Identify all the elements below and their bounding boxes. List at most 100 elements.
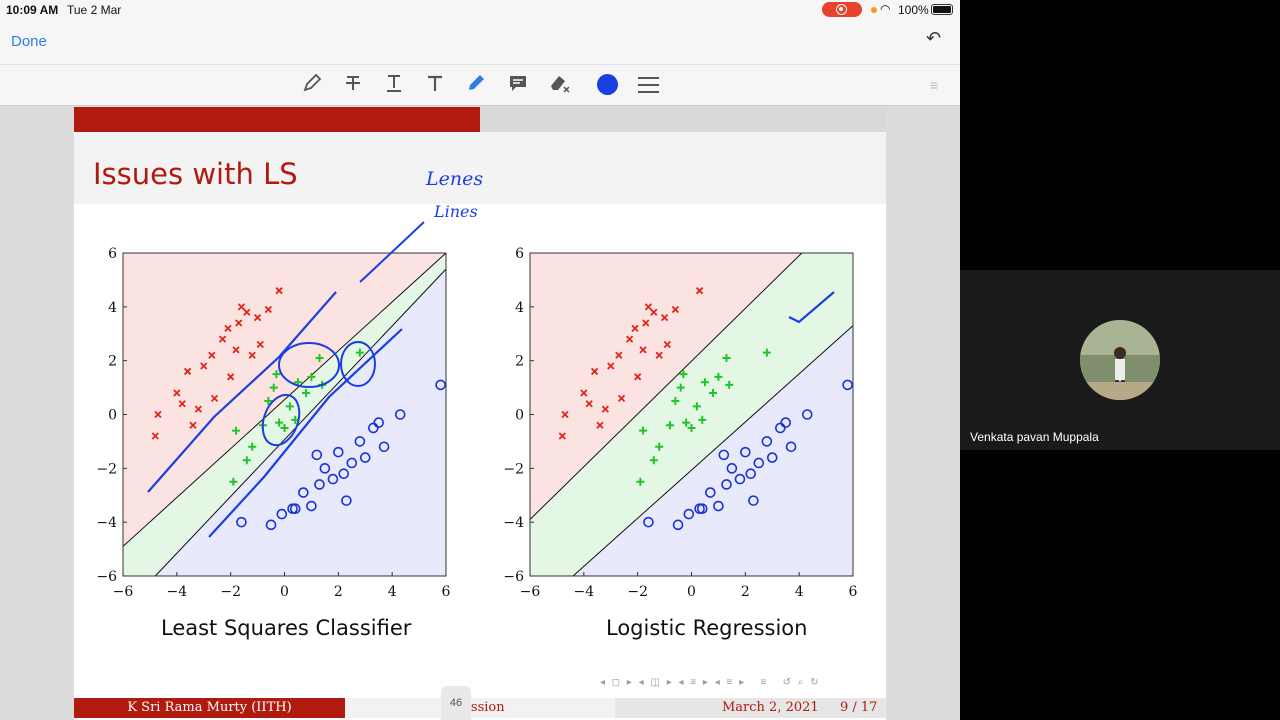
data-point-plus bbox=[722, 353, 731, 362]
x-tick-label: −6 bbox=[113, 584, 134, 600]
data-point-cross bbox=[580, 389, 588, 397]
data-point-circle bbox=[745, 468, 757, 480]
slide-header-bar bbox=[74, 107, 480, 132]
data-point-cross bbox=[663, 340, 671, 349]
data-point-circle bbox=[801, 409, 813, 420]
battery-icon bbox=[931, 4, 953, 15]
text-icon[interactable] bbox=[423, 73, 447, 97]
data-point-plus bbox=[679, 370, 688, 379]
data-point-circle bbox=[740, 446, 751, 458]
list-icon[interactable]: ≡ bbox=[930, 77, 939, 93]
data-point-circle bbox=[780, 417, 792, 428]
markup-top-bar: Done ↶ bbox=[0, 20, 960, 64]
status-time: 10:09 AM bbox=[6, 3, 59, 17]
x-tick-label: 2 bbox=[741, 584, 750, 600]
data-point-cross bbox=[617, 394, 626, 402]
plot-area bbox=[122, 252, 447, 577]
footer-page: 9 / 17 bbox=[840, 700, 878, 715]
underline-text-icon[interactable] bbox=[382, 73, 406, 97]
comment-icon[interactable] bbox=[506, 73, 530, 97]
data-point-cross bbox=[671, 305, 679, 314]
data-point-plus bbox=[692, 402, 701, 411]
data-point-circle bbox=[753, 457, 765, 469]
y-tick-label: 6 bbox=[108, 246, 117, 262]
eraser-icon[interactable] bbox=[548, 73, 572, 97]
done-button[interactable]: Done bbox=[11, 33, 47, 50]
x-tick-label: −4 bbox=[574, 584, 595, 600]
data-point-cross bbox=[655, 351, 663, 359]
footer-topic: ression bbox=[345, 698, 615, 718]
caption-logistic-regression: Logistic Regression bbox=[606, 616, 808, 640]
data-point-cross bbox=[601, 405, 610, 413]
slide: Issues with LS −6 −4 −2 0 2 4 6 6 4 2 0 −2 −4 −6 −6 −4… bbox=[74, 107, 886, 720]
data-point-circle bbox=[842, 379, 853, 391]
x-tick-label: 4 bbox=[388, 584, 397, 600]
y-tick-label: 0 bbox=[108, 408, 117, 424]
data-point-cross bbox=[650, 308, 658, 316]
data-point-circle bbox=[766, 452, 778, 463]
footer-date: March 2, 2021 bbox=[722, 700, 819, 715]
y-tick-label: −6 bbox=[96, 569, 117, 585]
data-point-circle bbox=[694, 503, 705, 515]
data-point-plus bbox=[676, 383, 685, 392]
boundary-1 bbox=[529, 252, 803, 520]
undo-icon[interactable]: ↶ bbox=[926, 28, 942, 48]
beamer-nav-icons[interactable]: ◂ ◻ ▸ ◂ ◫ ▸ ◂ ≡ ▸ ◂ ≡ ▸ ≡ ↺ ⌕ ↻ bbox=[600, 677, 821, 688]
pen-icon[interactable] bbox=[464, 73, 488, 97]
data-point-cross bbox=[615, 351, 623, 359]
data-point-plus bbox=[725, 380, 734, 389]
wifi-icon: ◠ bbox=[880, 2, 891, 16]
mic-indicator-icon bbox=[871, 7, 877, 13]
strikethrough-text-icon[interactable] bbox=[341, 73, 365, 97]
y-tick-label: −4 bbox=[503, 515, 524, 531]
data-point-circle bbox=[761, 436, 773, 447]
boundary-2 bbox=[572, 325, 854, 577]
data-point-cross bbox=[558, 432, 566, 440]
data-point-circle bbox=[435, 379, 446, 391]
x-tick-label: 2 bbox=[334, 584, 343, 600]
data-point-cross bbox=[561, 410, 569, 419]
line-weight-icon[interactable] bbox=[638, 77, 659, 93]
data-point-circle bbox=[726, 463, 738, 474]
screen-recording-icon[interactable] bbox=[822, 2, 862, 17]
data-point-plus bbox=[655, 442, 664, 451]
y-tick-label: 4 bbox=[108, 300, 117, 316]
y-tick-label: 6 bbox=[515, 246, 524, 262]
data-point-cross bbox=[644, 303, 653, 311]
y-tick-label: −2 bbox=[503, 461, 524, 477]
page-tab[interactable]: 46 bbox=[441, 686, 471, 720]
data-point-plus bbox=[671, 397, 680, 406]
x-tick-label: 4 bbox=[795, 584, 804, 600]
y-tick-label: 4 bbox=[515, 300, 524, 316]
data-point-cross bbox=[596, 421, 604, 429]
participant-name: Venkata pavan Muppala bbox=[970, 430, 1099, 444]
data-point-plus bbox=[698, 415, 707, 424]
y-tick-label: 0 bbox=[515, 408, 524, 424]
data-point-plus bbox=[709, 388, 718, 397]
participant-video[interactable]: Venkata pavan Muppala bbox=[960, 270, 1280, 450]
data-point-cross bbox=[634, 373, 642, 381]
x-tick-label: 6 bbox=[442, 584, 451, 600]
data-point-plus bbox=[687, 423, 696, 432]
data-point-plus bbox=[665, 421, 674, 430]
data-point-plus bbox=[636, 477, 645, 486]
data-point-cross bbox=[660, 313, 669, 322]
data-point-circle bbox=[734, 473, 746, 485]
x-tick-label: −6 bbox=[520, 584, 541, 600]
color-picker-icon[interactable] bbox=[597, 74, 618, 95]
battery-percent: 100% bbox=[898, 3, 929, 17]
x-tick-label: 0 bbox=[687, 584, 696, 600]
y-tick-label: −4 bbox=[96, 515, 117, 531]
x-tick-label: 6 bbox=[849, 584, 858, 600]
x-tick-label: −4 bbox=[167, 584, 188, 600]
slide-header-bar-right bbox=[480, 107, 886, 132]
pencil-icon[interactable] bbox=[300, 73, 324, 97]
data-point-cross bbox=[695, 287, 704, 295]
data-point-circle bbox=[643, 516, 654, 528]
data-point-cross bbox=[590, 367, 599, 376]
x-tick-label: −2 bbox=[220, 584, 241, 600]
data-point-cross bbox=[607, 362, 615, 370]
status-date: Tue 2 Mar bbox=[67, 3, 122, 17]
handwritten-text-2: Lines bbox=[433, 202, 478, 221]
data-point-plus bbox=[714, 372, 723, 381]
